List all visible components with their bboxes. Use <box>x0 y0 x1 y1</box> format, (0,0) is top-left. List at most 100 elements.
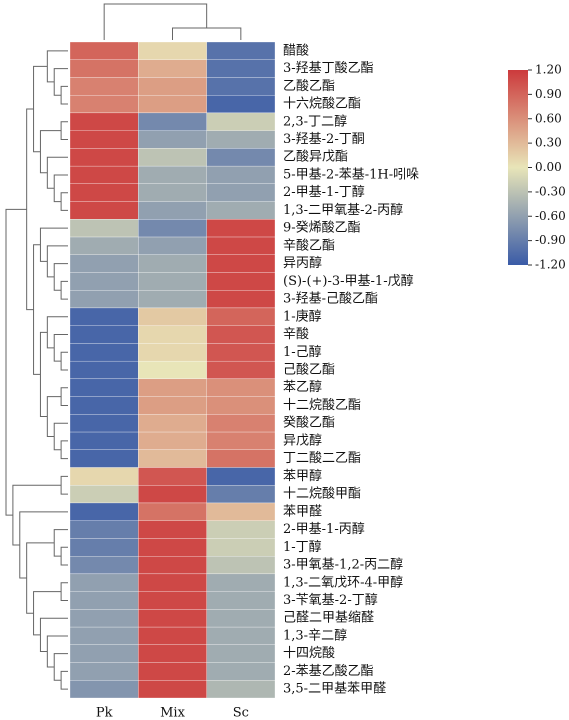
heatmap-cell <box>69 396 139 415</box>
row-label: 癸酸乙酯 <box>283 416 335 431</box>
column-dendrogram <box>172 27 242 40</box>
row-label: 3-羟基丁酸乙酯 <box>283 61 374 76</box>
heatmap-cell <box>206 343 276 362</box>
colorbar-tick-label: -0.90 <box>535 233 566 247</box>
heatmap-cell <box>69 591 139 610</box>
heatmap-cell <box>206 556 276 575</box>
heatmap-cell <box>206 360 276 380</box>
heatmap-cell <box>69 219 139 238</box>
heatmap-cell <box>69 183 139 202</box>
colorbar-tick-label: -1.20 <box>535 258 566 272</box>
heatmap-cell <box>138 680 207 699</box>
heatmap-cell <box>138 378 207 397</box>
heatmap-cell <box>69 325 139 344</box>
heatmap-cell <box>69 431 139 450</box>
heatmap-cell <box>138 290 207 309</box>
heatmap-cell <box>69 626 139 645</box>
heatmap-cell <box>206 325 276 344</box>
heatmap-cell <box>69 556 139 575</box>
heatmap-cell <box>69 573 139 592</box>
heatmap-cell <box>206 626 276 645</box>
heatmap-cell <box>138 431 207 450</box>
heatmap-cell <box>69 378 139 397</box>
row-dendrogram <box>60 121 68 141</box>
heatmap-cell <box>138 360 207 380</box>
heatmap-cell <box>138 77 207 96</box>
heatmap-cell <box>69 130 139 149</box>
heatmap-cell <box>206 307 276 326</box>
heatmap-cell <box>69 148 139 167</box>
row-dendrogram <box>46 50 68 83</box>
row-label: 十二烷酸乙酯 <box>283 398 361 413</box>
heatmap-cell <box>138 95 207 114</box>
heatmap-cell <box>206 290 276 309</box>
heatmap-cell <box>69 95 139 114</box>
heatmap-cell <box>69 449 139 468</box>
heatmap-cell <box>206 573 276 592</box>
heatmap-cell <box>206 520 276 539</box>
colorbar-tick-label: 0.90 <box>535 87 562 101</box>
heatmap-cell <box>206 644 276 663</box>
row-label: 十四烷酸 <box>283 646 335 661</box>
row-label: 己酸乙酯 <box>283 363 335 378</box>
heatmap-cell <box>69 236 139 255</box>
row-label: 十六烷酸乙酯 <box>283 97 361 112</box>
row-label: (S)-(+)-3-甲基-1-戊醇 <box>283 273 414 289</box>
heatmap-cell <box>138 165 207 184</box>
heatmap-cell <box>138 236 207 255</box>
row-label: 1-庚醇 <box>283 308 322 324</box>
row-dendrogram <box>60 475 68 495</box>
column-dendrogram <box>103 3 208 40</box>
heatmap-cell <box>138 662 207 681</box>
heatmap-cell <box>138 219 207 238</box>
heatmap-cell <box>69 609 139 628</box>
row-dendrogram <box>60 670 68 690</box>
row-label: 1-己醇 <box>283 344 322 360</box>
heatmap-cell <box>206 449 276 468</box>
heatmap-cell <box>206 396 276 415</box>
heatmap-cell <box>206 378 276 397</box>
heatmap-cell <box>69 538 139 557</box>
heatmap-cell <box>69 467 139 486</box>
colorbar-tick-label: 1.20 <box>535 63 562 77</box>
heatmap-cell <box>206 130 276 149</box>
row-dendrogram <box>33 65 48 153</box>
heatmap-cell <box>206 272 276 291</box>
heatmap-cell <box>69 112 139 131</box>
heatmap-cell <box>206 236 276 255</box>
row-label: 2-苯基乙酸乙酯 <box>283 664 374 679</box>
row-dendrogram <box>12 484 62 546</box>
heatmap-cell <box>206 538 276 557</box>
row-dendrogram <box>39 227 68 262</box>
row-dendrogram <box>39 617 68 652</box>
row-dendrogram <box>60 546 68 566</box>
heatmap-cell <box>206 591 276 610</box>
colorbar-tick-label: 0.30 <box>535 136 562 150</box>
row-dendrogram <box>60 582 68 601</box>
heatmap-cell <box>138 609 207 628</box>
heatmap-cell <box>138 573 207 592</box>
row-label: 苯甲醛 <box>283 503 322 519</box>
row-dendrogram <box>26 542 55 614</box>
heatmap-cell <box>206 467 276 486</box>
row-dendrogram <box>33 244 41 375</box>
column-label: Sc <box>233 706 249 720</box>
heatmap-cell <box>206 662 276 681</box>
colorbar-tick-label: 0.60 <box>535 111 562 125</box>
heatmap-cell <box>138 520 207 539</box>
heatmap-cell <box>69 644 139 663</box>
heatmap-cell <box>206 41 276 60</box>
heatmap-cell <box>69 254 139 273</box>
row-dendrogram <box>39 130 62 174</box>
heatmap-cell <box>69 201 139 220</box>
row-label: 5-甲基-2-苯基-1H-吲哚 <box>283 167 419 182</box>
heatmap-cell <box>206 485 276 504</box>
row-label: 辛酸 <box>283 327 309 342</box>
heatmap-cell <box>138 325 207 344</box>
heatmap-cell <box>206 254 276 273</box>
heatmap-cell <box>69 272 139 291</box>
heatmap-cell <box>69 502 139 521</box>
heatmap-cell <box>206 680 276 699</box>
heatmap-cell <box>206 77 276 96</box>
